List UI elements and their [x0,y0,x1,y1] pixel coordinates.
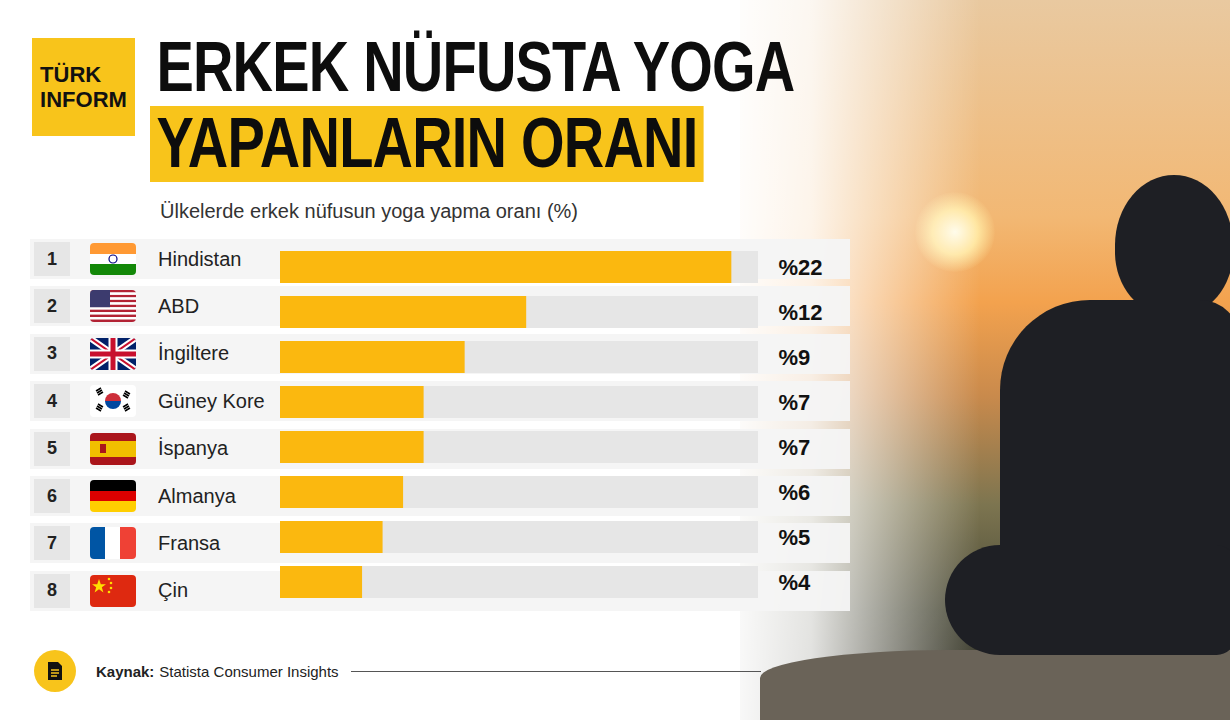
html-text:5: 5 [47,438,57,459]
svg-text:%12: %12 [779,300,823,325]
svg-text:%7: %7 [779,390,811,415]
svg-text:%7: %7 [779,435,811,460]
html-text:1: 1 [47,248,57,269]
html-text:Almanya: Almanya [158,484,236,507]
html-text:İspanya: İspanya [158,437,229,460]
html-text:TÜRK INFORM: TÜRK INFORM [40,61,127,112]
html-text:İngiltere: İngiltere [158,342,230,365]
svg-text:%22: %22 [779,255,823,280]
html-text:8: 8 [47,580,57,601]
html-text:6: 6 [47,485,57,506]
html-text:Güney Kore: Güney Kore [158,389,265,412]
html-text:7: 7 [47,532,57,553]
svg-text:%9: %9 [779,345,811,370]
svg-text:%4: %4 [779,570,812,595]
html-text:ABD: ABD [158,294,200,317]
html-text:ERKEK NÜFUSTA YOGA: ERKEK NÜFUSTA YOGA [156,28,795,106]
html-text:2: 2 [47,295,57,316]
html-text:Ülkelerde erkek nüfusun yoga y: Ülkelerde erkek nüfusun yoga yapma oranı… [160,200,578,222]
html-text:Kaynak: Statista Consumer Insi: Kaynak: Statista Consumer Insights [96,662,339,680]
html-text:4: 4 [47,390,57,411]
svg-text:%6: %6 [779,480,811,505]
html-text:Hindistan: Hindistan [158,247,242,270]
html-text:YAPANLARIN ORANI: YAPANLARIN ORANI [156,104,698,182]
html-text:3: 3 [47,343,57,364]
html-text:Çin: Çin [158,579,188,602]
html-text:Fransa: Fransa [158,531,221,554]
svg-text:%5: %5 [779,525,811,550]
